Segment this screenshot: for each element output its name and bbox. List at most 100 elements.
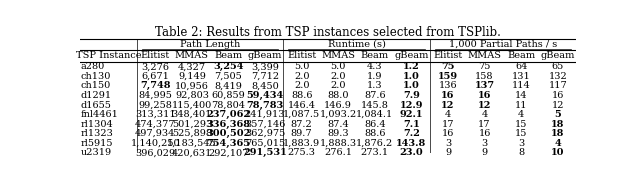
Text: 59,434: 59,434 [246,91,284,100]
Text: 137: 137 [474,81,495,90]
Text: 1,087.5: 1,087.5 [283,110,320,119]
Text: 18: 18 [551,129,564,138]
Text: 300,502: 300,502 [206,129,251,138]
Text: 136: 136 [438,81,458,90]
Text: 3: 3 [481,139,488,148]
Text: 87.4: 87.4 [327,120,349,129]
Text: 75: 75 [441,62,454,71]
Text: 92,803: 92,803 [175,91,209,100]
Text: Runtime (s): Runtime (s) [328,40,385,49]
Text: 474,377: 474,377 [135,120,175,129]
Text: 1,093.2: 1,093.2 [319,110,357,119]
Text: 237,062: 237,062 [207,110,250,119]
Text: 88.0: 88.0 [328,91,349,100]
Text: 64: 64 [515,62,527,71]
Text: rl1323: rl1323 [81,129,114,138]
Text: 9: 9 [445,148,451,157]
Text: 1.9: 1.9 [367,72,383,81]
Text: fnl4461: fnl4461 [81,110,119,119]
Text: 10: 10 [551,148,564,157]
Text: Elitist: Elitist [287,51,316,60]
Text: 1.0: 1.0 [403,72,420,81]
Text: 4.3: 4.3 [367,62,383,71]
Text: 88.6: 88.6 [291,91,312,100]
Text: 765,015: 765,015 [245,139,285,148]
Text: Table 2: Results from TSP instances selected from TSPlib.: Table 2: Results from TSP instances sele… [155,26,501,39]
Text: 132: 132 [548,72,567,81]
Text: 2.0: 2.0 [330,81,346,90]
Text: 1,888.3: 1,888.3 [319,139,356,148]
Text: 11: 11 [515,100,527,110]
Text: 18: 18 [551,120,564,129]
Text: d1655: d1655 [81,100,112,110]
Text: 16: 16 [552,91,564,100]
Text: 5.0: 5.0 [330,62,346,71]
Text: gBeam: gBeam [248,51,282,60]
Text: 292,107: 292,107 [208,148,249,157]
Text: 88.6: 88.6 [364,129,385,138]
Text: 8,419: 8,419 [214,81,243,90]
Text: 146.4: 146.4 [287,100,316,110]
Text: Beam: Beam [361,51,389,60]
Text: a280: a280 [81,62,105,71]
Text: 87.2: 87.2 [291,120,312,129]
Text: 5.0: 5.0 [294,62,309,71]
Text: 7.2: 7.2 [403,129,420,138]
Text: 3,254: 3,254 [213,62,244,71]
Text: 14: 14 [515,91,527,100]
Text: 8: 8 [518,148,524,157]
Text: 143.8: 143.8 [396,139,426,148]
Text: Beam: Beam [214,51,243,60]
Text: 396,029: 396,029 [135,148,175,157]
Text: 348,401: 348,401 [172,110,212,119]
Text: 146.9: 146.9 [324,100,352,110]
Text: 501,293: 501,293 [172,120,212,129]
Text: 1.2: 1.2 [403,62,420,71]
Text: 78,804: 78,804 [211,100,246,110]
Text: Path Length: Path Length [180,40,241,49]
Text: 291,531: 291,531 [243,148,287,157]
Text: 4: 4 [445,110,451,119]
Text: 16: 16 [442,129,454,138]
Text: 241,913: 241,913 [245,110,285,119]
Text: 60,859: 60,859 [212,91,245,100]
Text: 84,995: 84,995 [138,91,172,100]
Text: 115,400: 115,400 [172,100,212,110]
Text: 3,276: 3,276 [141,62,170,71]
Text: 23.0: 23.0 [399,148,423,157]
Text: 10,956: 10,956 [175,81,209,90]
Text: 89.3: 89.3 [328,129,349,138]
Text: 1.0: 1.0 [403,81,420,90]
Text: 158: 158 [476,72,494,81]
Text: 7.1: 7.1 [403,120,420,129]
Text: 336,368: 336,368 [207,120,250,129]
Text: Elitist: Elitist [433,51,463,60]
Text: MMAS: MMAS [321,51,355,60]
Text: 357,146: 357,146 [245,120,285,129]
Text: 1,140,250: 1,140,250 [131,139,180,148]
Text: 16: 16 [478,91,492,100]
Text: 3: 3 [518,139,524,148]
Text: 1,883.9: 1,883.9 [283,139,320,148]
Text: 7,748: 7,748 [140,81,171,90]
Text: 2.0: 2.0 [294,81,309,90]
Text: 114: 114 [512,81,531,90]
Text: 362,975: 362,975 [245,129,285,138]
Text: 12.9: 12.9 [399,100,423,110]
Text: 89.7: 89.7 [291,129,312,138]
Text: 275.3: 275.3 [287,148,316,157]
Text: 131: 131 [512,72,531,81]
Text: 15: 15 [515,120,527,129]
Text: 86.4: 86.4 [364,120,386,129]
Text: u2319: u2319 [81,148,112,157]
Text: 17: 17 [478,120,491,129]
Text: 754,365: 754,365 [207,139,250,148]
Text: 6,671: 6,671 [141,72,169,81]
Text: 15: 15 [515,129,527,138]
Text: 276.1: 276.1 [324,148,352,157]
Text: d1291: d1291 [81,91,112,100]
Text: 12: 12 [442,100,454,110]
Text: Elitist: Elitist [141,51,170,60]
Text: 78,783: 78,783 [246,100,284,110]
Text: 1,876.2: 1,876.2 [356,139,394,148]
